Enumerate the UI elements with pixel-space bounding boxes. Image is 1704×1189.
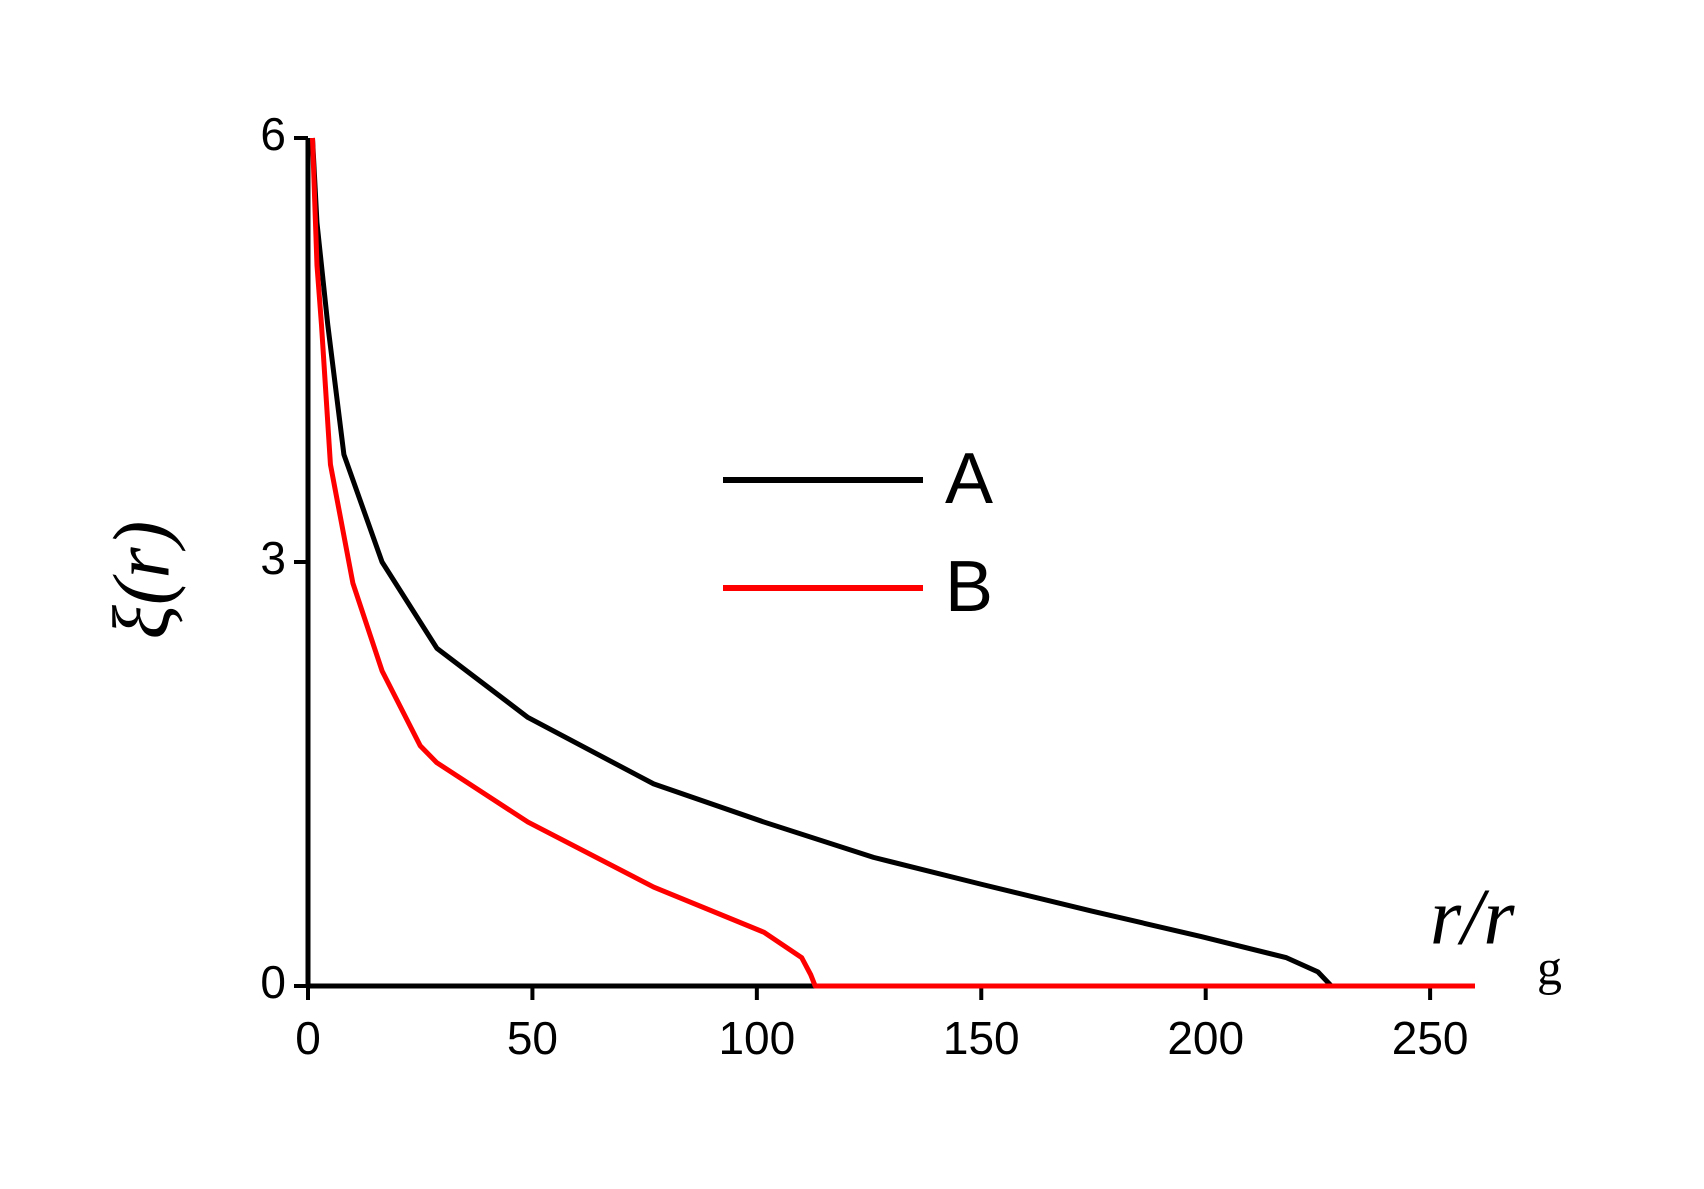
x-tick-label: 150 — [943, 1012, 1020, 1064]
x-tick-label: 200 — [1167, 1012, 1244, 1064]
x-tick-label: 100 — [718, 1012, 795, 1064]
legend-label: B — [945, 547, 993, 627]
x-tick-label: 250 — [1392, 1012, 1469, 1064]
y-tick-label: 0 — [260, 956, 286, 1008]
y-tick-label: 3 — [260, 532, 286, 584]
legend-label: A — [945, 439, 993, 519]
series-line — [309, 137, 1475, 989]
y-axis-label: ξ(r) — [98, 521, 186, 640]
y-tick-label: 6 — [260, 108, 286, 160]
x-axis-label: r/r — [1430, 873, 1515, 961]
x-tick-label: 50 — [507, 1012, 558, 1064]
series-line — [309, 137, 1334, 988]
x-tick-label: 0 — [295, 1012, 321, 1064]
x-axis-label-subscript: g — [1537, 939, 1562, 995]
